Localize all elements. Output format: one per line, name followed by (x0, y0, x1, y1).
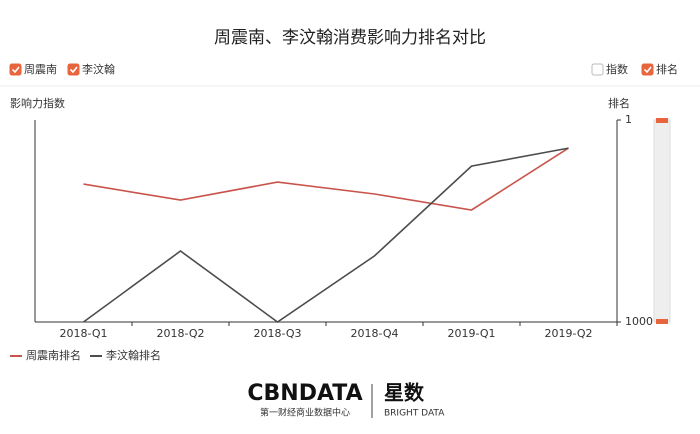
x-tick-label: 2019-Q2 (544, 327, 592, 340)
legend-label[interactable]: 李汶翰排名 (106, 348, 161, 362)
product-sub: BRIGHT DATA (384, 409, 445, 419)
legend-label[interactable]: 周震南排名 (26, 348, 81, 362)
x-tick-label: 2019-Q1 (447, 327, 495, 340)
filter-label[interactable]: 指数 (606, 62, 628, 76)
checkbox[interactable] (641, 63, 654, 76)
filter-label[interactable]: 周震南 (24, 63, 57, 76)
checkmark (643, 66, 652, 74)
x-tick-label: 2018-Q4 (350, 327, 398, 340)
x-tick-label: 2018-Q3 (253, 327, 301, 340)
product: 星数 (384, 381, 425, 405)
zoom-handle[interactable] (656, 319, 668, 324)
filter-label[interactable]: 李汶翰 (82, 62, 115, 76)
checkmark (69, 66, 78, 74)
checkbox[interactable] (67, 63, 80, 76)
brand-sub: 第一财经商业数据中心 (260, 407, 350, 419)
y-axis-label: 影响力指数 (10, 96, 65, 110)
y2-tick-label: 1 (625, 113, 632, 126)
y2-axis-label: 排名 (608, 96, 630, 110)
x-tick-label: 2018-Q1 (59, 327, 107, 340)
checkbox[interactable] (591, 63, 604, 76)
line-series (83, 147, 569, 323)
zoom-slider[interactable] (653, 119, 671, 323)
checkbox[interactable] (9, 63, 22, 76)
chart-title: 周震南、李汶翰消费影响力排名对比 (214, 28, 486, 48)
brand: CBNDATA (247, 381, 362, 406)
footer: CBNDATA 第一财经商业数据中心 星数 BRIGHT DATA (247, 381, 445, 419)
checkmark (11, 66, 20, 74)
x-tick-label: 2018-Q2 (156, 327, 204, 340)
zoom-handle[interactable] (656, 118, 668, 123)
line-series (83, 147, 569, 211)
filter-label[interactable]: 排名 (656, 62, 678, 76)
y2-tick-label: 1000 (625, 315, 653, 328)
